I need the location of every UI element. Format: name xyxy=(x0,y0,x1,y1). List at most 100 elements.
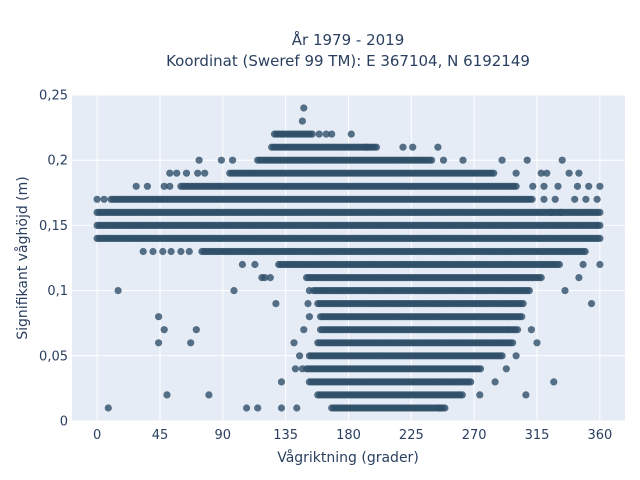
y-tick-label-2: 0,1 xyxy=(47,284,68,299)
data-point-57 xyxy=(160,182,168,190)
y-tick-label-5: 0,25 xyxy=(39,89,68,104)
data-point-14 xyxy=(491,378,499,386)
data-point-74 xyxy=(537,169,545,177)
data-point-band-8 xyxy=(519,300,527,308)
data-point-18 xyxy=(155,339,163,347)
data-point-46 xyxy=(167,247,175,256)
data-point-band-7 xyxy=(518,313,526,321)
data-point-47 xyxy=(177,247,185,256)
data-point-6 xyxy=(163,391,171,399)
x-tick-label-6: 270 xyxy=(462,428,487,443)
data-point-20 xyxy=(290,339,298,347)
data-point-88 xyxy=(409,143,417,151)
data-point-band-10 xyxy=(537,274,545,282)
data-point-band-13 xyxy=(596,234,604,242)
data-point-95 xyxy=(300,104,308,112)
data-point-25 xyxy=(527,326,536,334)
data-point-13 xyxy=(298,365,306,373)
data-point-68 xyxy=(166,169,174,177)
data-point-54 xyxy=(582,195,590,203)
x-tick-label-7: 315 xyxy=(525,428,550,443)
data-point-32 xyxy=(230,287,238,295)
data-point-60 xyxy=(540,182,548,190)
x-tick-label-4: 180 xyxy=(336,428,361,443)
data-point-band-5 xyxy=(508,339,517,347)
data-point-77 xyxy=(575,169,583,177)
data-point-49 xyxy=(93,195,101,203)
data-point-band-21 xyxy=(308,130,316,138)
data-point-61 xyxy=(554,182,562,190)
data-point-band-20 xyxy=(372,143,380,151)
x-tick-label-1: 45 xyxy=(152,428,169,443)
data-point-38 xyxy=(575,274,583,282)
data-point-34 xyxy=(561,287,569,295)
chart-title-line-2: Koordinat (Sweref 99 TM): E 367104, N 61… xyxy=(166,52,530,70)
data-point-44 xyxy=(149,247,157,256)
x-tick-label-5: 225 xyxy=(399,428,424,443)
data-point-16 xyxy=(296,352,304,360)
data-point-59 xyxy=(529,182,537,190)
data-point-10 xyxy=(277,378,286,386)
data-point-band-1 xyxy=(458,391,466,399)
data-point-72 xyxy=(201,169,209,177)
y-tick-label-4: 0,2 xyxy=(47,154,68,169)
data-point-80 xyxy=(229,156,237,164)
data-point-79 xyxy=(217,156,225,164)
data-point-43 xyxy=(139,247,147,256)
data-point-83 xyxy=(498,156,506,164)
data-point-91 xyxy=(322,130,330,138)
x-tick-label-3: 135 xyxy=(273,428,298,443)
data-point-24 xyxy=(300,326,308,334)
x-tick-label-2: 90 xyxy=(215,428,232,443)
data-point-band-19 xyxy=(428,156,436,164)
data-point-band-0 xyxy=(441,404,449,412)
data-point-band-12 xyxy=(581,247,589,256)
data-point-76 xyxy=(565,169,573,177)
data-point-19 xyxy=(187,339,195,347)
data-point-62 xyxy=(573,182,582,190)
data-point-89 xyxy=(434,143,442,151)
data-point-87 xyxy=(399,143,407,151)
data-point-9 xyxy=(522,391,530,399)
x-tick-labels: 0 45 90 135 180 225 270 315 360 xyxy=(93,428,612,443)
data-point-11 xyxy=(550,378,558,386)
y-tick-label-1: 0,05 xyxy=(39,349,68,364)
data-point-53 xyxy=(571,195,579,203)
data-point-band-14 xyxy=(596,221,604,229)
data-point-31 xyxy=(114,287,122,295)
data-point-30 xyxy=(587,300,596,308)
x-tick-label-8: 360 xyxy=(587,428,612,443)
data-point-82 xyxy=(459,156,467,164)
data-point-65 xyxy=(143,182,151,190)
data-point-33 xyxy=(305,287,313,295)
data-point-93 xyxy=(347,130,355,138)
data-point-23 xyxy=(192,326,200,334)
data-point-band-3 xyxy=(476,365,485,373)
y-tick-label-0: 0 xyxy=(60,415,68,430)
data-point-64 xyxy=(596,182,604,190)
data-point-52 xyxy=(551,195,559,203)
data-point-42 xyxy=(596,260,604,269)
data-point-21 xyxy=(533,339,541,347)
data-point-12 xyxy=(291,365,299,373)
data-point-15 xyxy=(502,365,510,373)
data-point-50 xyxy=(100,195,108,203)
data-point-40 xyxy=(251,260,259,269)
data-point-22 xyxy=(160,326,168,334)
data-point-26 xyxy=(155,313,163,321)
data-point-71 xyxy=(194,169,202,177)
data-point-17 xyxy=(512,352,520,360)
data-point-4 xyxy=(293,404,301,412)
data-point-90 xyxy=(315,130,323,138)
data-point-51 xyxy=(540,195,548,203)
data-point-39 xyxy=(238,260,246,269)
data-point-7 xyxy=(205,391,213,399)
data-point-66 xyxy=(547,208,555,216)
data-point-86 xyxy=(363,143,371,151)
data-point-41 xyxy=(579,260,587,269)
data-point-70 xyxy=(182,169,191,177)
data-point-27 xyxy=(305,313,313,321)
data-point-81 xyxy=(439,156,448,164)
data-point-28 xyxy=(272,300,280,308)
data-point-band-6 xyxy=(513,326,522,334)
